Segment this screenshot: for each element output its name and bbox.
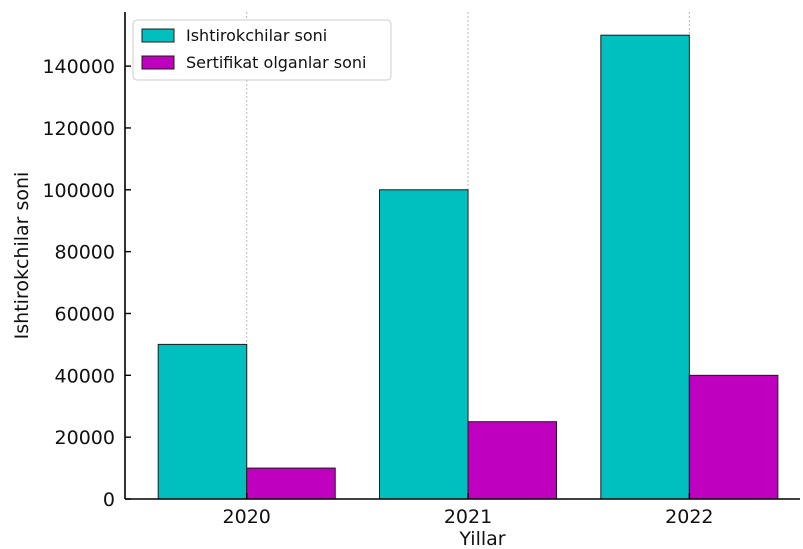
- legend-swatch-certified: [141, 55, 175, 70]
- axes: [124, 12, 800, 500]
- bar-certified-2020: [246, 467, 336, 500]
- bars: [157, 34, 779, 500]
- y-tick-label: 60000: [55, 303, 115, 325]
- x-tick-label: 2020: [223, 506, 271, 528]
- x-tick-label: 2021: [444, 506, 492, 528]
- bar-participants-2020: [157, 343, 248, 500]
- bar-certified-2021: [467, 421, 558, 500]
- y-tick-label: 100000: [42, 180, 115, 202]
- y-tick-label: 0: [103, 489, 115, 511]
- y-tick-label: 120000: [42, 118, 115, 140]
- x-axis-label: Yillar: [458, 528, 505, 549]
- bar-participants-2022: [600, 34, 690, 500]
- x-ticks: 2020 2021 2022: [223, 493, 714, 528]
- y-tick-label: 80000: [55, 242, 115, 264]
- x-tick-label: 2022: [665, 506, 713, 528]
- y-axis-label: Ishtirokchilar soni: [11, 172, 33, 340]
- legend-box: [132, 19, 392, 81]
- y-ticks: 0 20000 40000 60000 80000 100000 120000 140000: [42, 56, 131, 511]
- legend: Ishtirokchilar soni Sertifikat olganlar s…: [132, 19, 392, 81]
- bar-participants-2021: [379, 189, 469, 500]
- y-tick-label: 40000: [55, 365, 115, 387]
- y-tick-label: 140000: [42, 56, 115, 78]
- y-tick-label: 20000: [55, 427, 115, 449]
- bar-certified-2022: [688, 374, 779, 500]
- legend-label-certified: Sertifikat olganlar soni: [186, 53, 366, 72]
- legend-label-participants: Ishtirokchilar soni: [186, 26, 327, 45]
- legend-swatch-participants: [141, 28, 175, 43]
